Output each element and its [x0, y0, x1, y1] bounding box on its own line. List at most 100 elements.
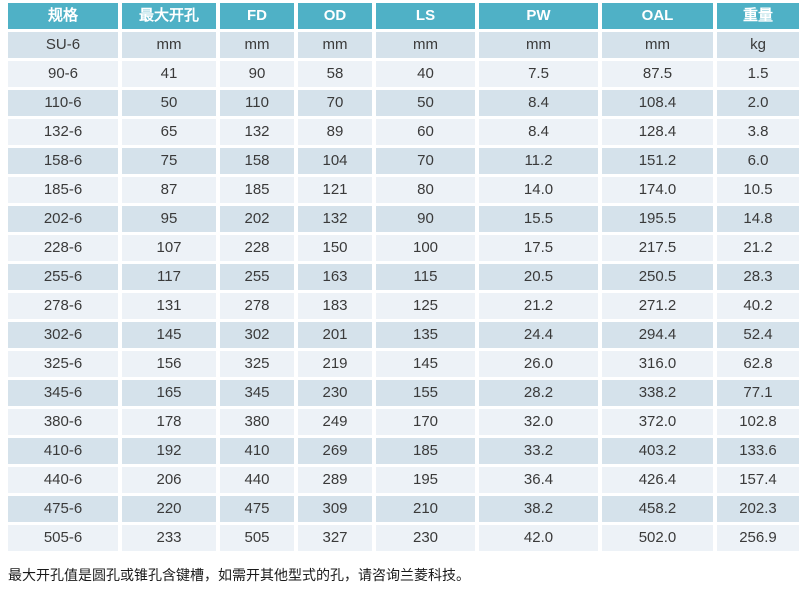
table-cell: 410: [220, 438, 294, 464]
table-cell: 440-6: [8, 467, 118, 493]
table-row: 185-6 87 185 121 80 14.0 174.0 10.5: [8, 177, 799, 203]
table-cell: 87.5: [602, 61, 713, 87]
table-cell: 475-6: [8, 496, 118, 522]
table-cell: 133.6: [717, 438, 799, 464]
table-cell: 125: [376, 293, 475, 319]
table-cell: 121: [298, 177, 372, 203]
table-cell: 158: [220, 148, 294, 174]
table-cell: 60: [376, 119, 475, 145]
table-cell: 174.0: [602, 177, 713, 203]
table-cell: 210: [376, 496, 475, 522]
header-cell: 规格: [8, 3, 118, 29]
table-cell: 40: [376, 61, 475, 87]
header-cell: 最大开孔: [122, 3, 216, 29]
table-cell: 132: [220, 119, 294, 145]
table-cell: 202: [220, 206, 294, 232]
table-cell: 132: [298, 206, 372, 232]
table-cell: 90: [220, 61, 294, 87]
table-cell: 8.4: [479, 119, 598, 145]
table-cell: 15.5: [479, 206, 598, 232]
table-cell: 7.5: [479, 61, 598, 87]
table-cell: 135: [376, 322, 475, 348]
table-cell: mm: [298, 32, 372, 58]
table-cell: 24.4: [479, 322, 598, 348]
table-cell: 32.0: [479, 409, 598, 435]
table-cell: 325: [220, 351, 294, 377]
table-row: 278-6 131 278 183 125 21.2 271.2 40.2: [8, 293, 799, 319]
table-cell: 249: [298, 409, 372, 435]
table-cell: 165: [122, 380, 216, 406]
table-cell: 316.0: [602, 351, 713, 377]
table-cell: 271.2: [602, 293, 713, 319]
table-row: 255-6 117 255 163 115 20.5 250.5 28.3: [8, 264, 799, 290]
table-cell: 131: [122, 293, 216, 319]
table-cell: 21.2: [479, 293, 598, 319]
table-cell: 233: [122, 525, 216, 551]
table-row: 158-6 75 158 104 70 11.2 151.2 6.0: [8, 148, 799, 174]
table-cell: 228: [220, 235, 294, 261]
table-cell: 10.5: [717, 177, 799, 203]
table-cell: 505: [220, 525, 294, 551]
table-cell: 255-6: [8, 264, 118, 290]
table-cell: 42.0: [479, 525, 598, 551]
header-cell: 重量: [717, 3, 799, 29]
table-cell: 195.5: [602, 206, 713, 232]
spec-table: 规格 最大开孔 FD OD LS PW OAL 重量 SU-6 mm mm mm mm mm mm kg 90…: [4, 0, 803, 554]
table-cell: 100: [376, 235, 475, 261]
table-cell: 52.4: [717, 322, 799, 348]
table-cell: 132-6: [8, 119, 118, 145]
table-cell: 345-6: [8, 380, 118, 406]
table-cell: 33.2: [479, 438, 598, 464]
table-cell: 155: [376, 380, 475, 406]
table-cell: 505-6: [8, 525, 118, 551]
table-row: 380-6 178 380 249 170 32.0 372.0 102.8: [8, 409, 799, 435]
table-cell: 380: [220, 409, 294, 435]
table-cell: 201: [298, 322, 372, 348]
table-cell: 256.9: [717, 525, 799, 551]
table-cell: 150: [298, 235, 372, 261]
table-cell: 202.3: [717, 496, 799, 522]
table-row: 228-6 107 228 150 100 17.5 217.5 21.2: [8, 235, 799, 261]
table-cell: 70: [376, 148, 475, 174]
table-cell: 50: [122, 90, 216, 116]
table-cell: mm: [602, 32, 713, 58]
table-cell: 6.0: [717, 148, 799, 174]
table-cell: 11.2: [479, 148, 598, 174]
table-cell: 107: [122, 235, 216, 261]
table-cell: 372.0: [602, 409, 713, 435]
header-cell: FD: [220, 3, 294, 29]
table-cell: 87: [122, 177, 216, 203]
table-cell: 28.3: [717, 264, 799, 290]
table-cell: 157.4: [717, 467, 799, 493]
table-cell: 102.8: [717, 409, 799, 435]
table-cell: mm: [220, 32, 294, 58]
table-cell: 380-6: [8, 409, 118, 435]
table-cell: 302: [220, 322, 294, 348]
table-cell: 185-6: [8, 177, 118, 203]
table-row: 440-6 206 440 289 195 36.4 426.4 157.4: [8, 467, 799, 493]
table-row: 475-6 220 475 309 210 38.2 458.2 202.3: [8, 496, 799, 522]
table-cell: 77.1: [717, 380, 799, 406]
table-cell: 475: [220, 496, 294, 522]
table-cell: 403.2: [602, 438, 713, 464]
table-cell: 228-6: [8, 235, 118, 261]
table-row: 110-6 50 110 70 50 8.4 108.4 2.0: [8, 90, 799, 116]
table-body: SU-6 mm mm mm mm mm mm kg 90-6 41 90 58 40 7.5 87.5 1.5…: [8, 32, 799, 551]
table-cell: 278-6: [8, 293, 118, 319]
table-cell: 2.0: [717, 90, 799, 116]
table-row: 132-6 65 132 89 60 8.4 128.4 3.8: [8, 119, 799, 145]
table-cell: 17.5: [479, 235, 598, 261]
table-cell: 104: [298, 148, 372, 174]
table-cell: 178: [122, 409, 216, 435]
table-cell: 50: [376, 90, 475, 116]
table-cell: 38.2: [479, 496, 598, 522]
header-cell: OD: [298, 3, 372, 29]
table-row: 505-6 233 505 327 230 42.0 502.0 256.9: [8, 525, 799, 551]
table-cell: 217.5: [602, 235, 713, 261]
table-cell: 145: [376, 351, 475, 377]
table-cell: 255: [220, 264, 294, 290]
footnote: 最大开孔值是圆孔或锥孔含键槽，如需开其他型式的孔，请咨询兰菱科技。: [8, 568, 470, 584]
table-cell: 21.2: [717, 235, 799, 261]
table-cell: 219: [298, 351, 372, 377]
table-cell: 58: [298, 61, 372, 87]
